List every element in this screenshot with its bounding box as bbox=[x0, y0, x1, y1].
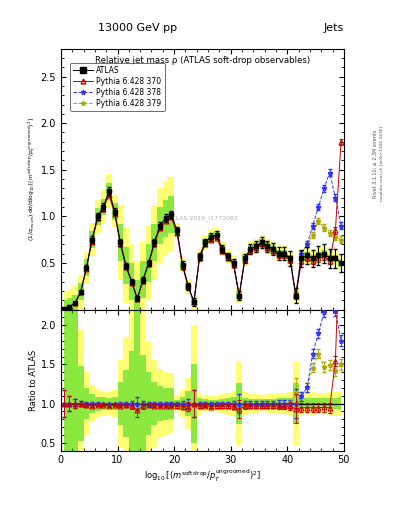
Text: Jets: Jets bbox=[323, 23, 344, 33]
Text: Rivet 3.1.10; ≥ 2.3M events: Rivet 3.1.10; ≥ 2.3M events bbox=[373, 130, 378, 198]
Y-axis label: $(1/\sigma_\mathrm{resum})\,\mathrm{d}\sigma/\mathrm{d}\log_{10}[(m^{\mathrm{sof: $(1/\sigma_\mathrm{resum})\,\mathrm{d}\s… bbox=[26, 117, 38, 241]
Text: Relative jet mass ρ (ATLAS soft-drop observables): Relative jet mass ρ (ATLAS soft-drop obs… bbox=[95, 56, 310, 66]
Text: mcplots.cern.ch [arXiv:1306.3436]: mcplots.cern.ch [arXiv:1306.3436] bbox=[380, 126, 384, 201]
X-axis label: $\log_{10}[(m^{\mathrm{soft\,drop}}/p_T^{\mathrm{ungroomed}})^2]$: $\log_{10}[(m^{\mathrm{soft\,drop}}/p_T^… bbox=[144, 468, 261, 484]
Y-axis label: Ratio to ATLAS: Ratio to ATLAS bbox=[29, 349, 38, 411]
Text: ATLAS 2019_I1772062: ATLAS 2019_I1772062 bbox=[167, 216, 237, 221]
Legend: ATLAS, Pythia 6.428 370, Pythia 6.428 378, Pythia 6.428 379: ATLAS, Pythia 6.428 370, Pythia 6.428 37… bbox=[70, 63, 165, 111]
Text: 13000 GeV pp: 13000 GeV pp bbox=[98, 23, 177, 33]
